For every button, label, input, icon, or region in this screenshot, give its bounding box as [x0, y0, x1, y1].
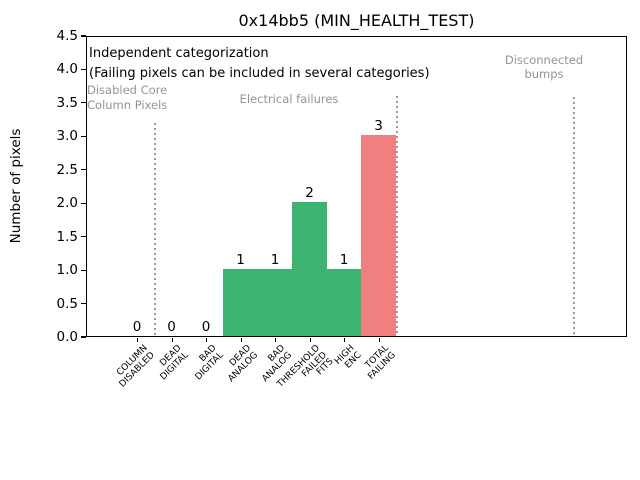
- y-tick-label: 4.5: [56, 28, 78, 44]
- y-tick-label: 3.0: [56, 128, 78, 145]
- y-tick-label: 4.0: [56, 61, 78, 78]
- x-tick-label-column-disabled: COLUMN DISABLED: [114, 343, 157, 390]
- x-tick-mark: [206, 338, 208, 342]
- y-tick-label: 2.5: [56, 161, 78, 178]
- bar-value-label: 0: [132, 319, 142, 335]
- x-tick-mark: [309, 338, 311, 342]
- y-tick-label: 1.5: [56, 228, 78, 245]
- x-tick-label-high-enc: HIGH ENC: [332, 343, 364, 371]
- bar-value-label: 1: [270, 252, 280, 269]
- group-label-disconnected-bumps: Disconnected bumps: [504, 53, 584, 81]
- plot-area: Independent categorization (Failing pixe…: [86, 36, 627, 337]
- y-tick-mark: [81, 302, 86, 305]
- y-tick-label: 1.0: [56, 262, 78, 279]
- annotation-independent-categorization: Independent categorization: [89, 46, 269, 61]
- x-tick-label-dead-digital: DEAD DIGITAL: [158, 343, 191, 382]
- bar-bad-analog: [257, 269, 293, 336]
- y-tick-mark: [81, 169, 86, 171]
- separator-disconnected-bumps-line: [573, 97, 575, 336]
- chart-title: 0x14bb5 (MIN_HEALTH_TEST): [238, 11, 475, 30]
- group-label-disabled-core-column-pixels: Disabled Core Column Pixels: [87, 83, 168, 112]
- y-axis-label: Number of pixels: [8, 128, 24, 244]
- annotation-failing-pixels-note: (Failing pixels can be included in sever…: [89, 66, 430, 81]
- y-tick-mark: [81, 68, 86, 71]
- x-tick-mark: [137, 338, 139, 342]
- bar-value-label: 1: [339, 252, 349, 269]
- y-tick-mark: [81, 202, 86, 204]
- x-tick-mark: [344, 338, 346, 342]
- bar-value-label: 0: [167, 319, 176, 335]
- y-tick-mark: [81, 35, 86, 37]
- bar-value-label: 2: [305, 185, 314, 202]
- y-tick-label: 3.5: [56, 94, 78, 111]
- bar-value-label: 1: [236, 252, 245, 269]
- x-tick-label-dead-analog: DEAD ANALOG: [225, 343, 260, 384]
- y-tick-mark: [81, 102, 86, 104]
- bar-total-failing: [361, 135, 396, 336]
- y-tick-mark: [81, 336, 86, 338]
- x-tick-label-bad-digital: BAD DIGITAL: [193, 343, 226, 382]
- x-tick-mark: [275, 338, 277, 342]
- y-tick-mark: [81, 269, 86, 271]
- x-tick-label-total-failing: TOTAL FAILING: [363, 343, 398, 382]
- separator-electrical-failures-line: [395, 96, 398, 336]
- separator-disabled-core-line: [153, 123, 156, 336]
- bar-high-enc: [326, 269, 362, 336]
- x-tick-mark: [378, 338, 380, 342]
- bar-dead-analog: [223, 269, 258, 336]
- y-tick-label: 0.0: [56, 329, 78, 345]
- y-tick-mark: [81, 135, 86, 137]
- bar-value-label: 3: [374, 118, 383, 135]
- group-label-electrical-failures: Electrical failures: [239, 92, 339, 106]
- y-tick-mark: [81, 236, 86, 238]
- y-tick-label: 0.5: [56, 295, 78, 312]
- bar-threshold-failed-fits: [292, 202, 327, 336]
- x-tick-mark: [171, 338, 173, 342]
- y-tick-label: 2.0: [56, 195, 78, 212]
- bar-value-label: 0: [201, 319, 211, 335]
- x-tick-mark: [240, 338, 242, 342]
